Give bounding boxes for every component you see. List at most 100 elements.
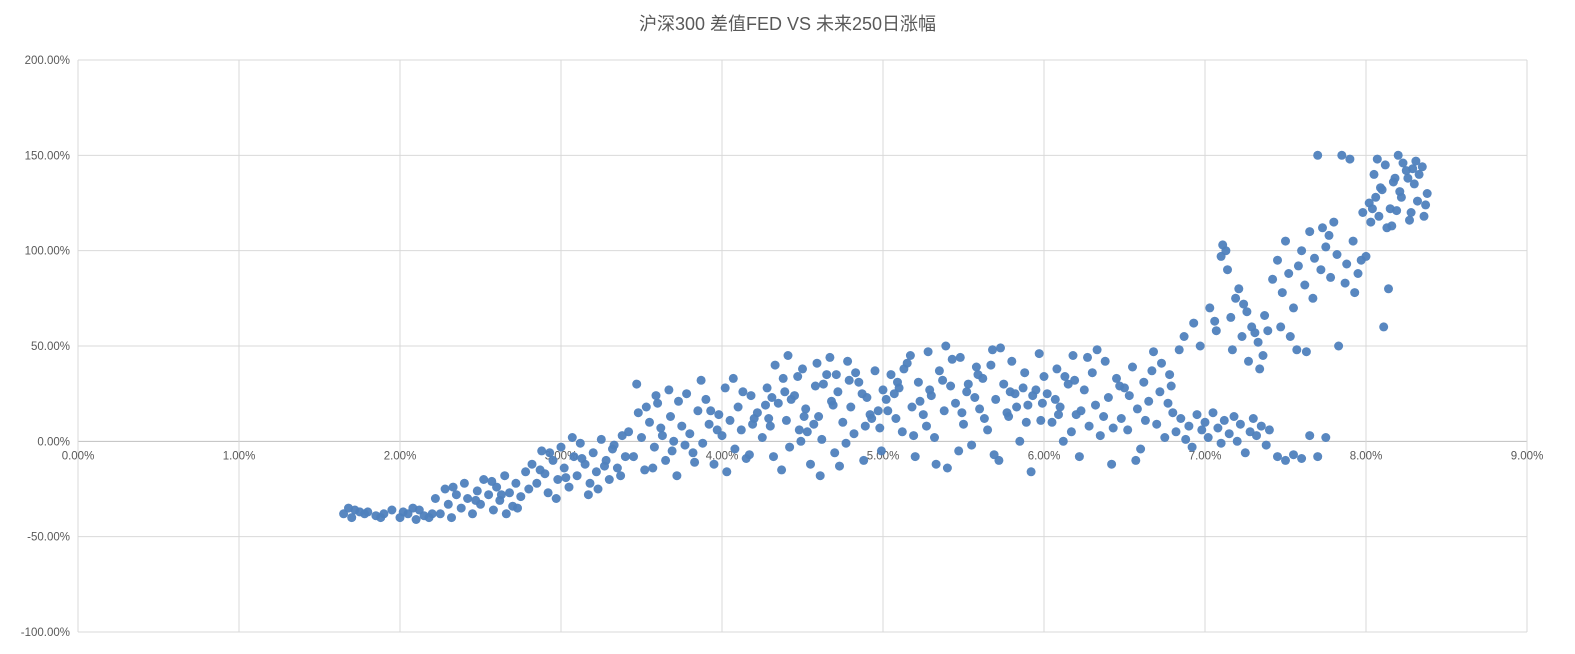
scatter-point: [796, 436, 806, 446]
scatter-point: [669, 436, 679, 446]
scatter-point: [946, 381, 956, 391]
scatter-point: [1248, 414, 1258, 423]
scatter-point: [786, 394, 796, 404]
scatter-point: [835, 461, 844, 471]
scatter-point: [1184, 421, 1194, 431]
scatter-point: [733, 402, 743, 412]
scatter-point: [1305, 227, 1315, 237]
scatter-point: [674, 396, 683, 406]
scatter-point: [989, 450, 999, 460]
scatter-point: [1211, 326, 1221, 336]
scatter-point: [883, 406, 893, 416]
scatter-point: [1149, 347, 1158, 357]
scatter-point: [1076, 406, 1086, 416]
scatter-point: [463, 494, 473, 503]
scatter-point: [527, 459, 537, 469]
scatter-point: [1313, 150, 1323, 160]
scatter-point: [1350, 288, 1360, 298]
scatter-point: [459, 478, 469, 488]
scatter-point: [757, 433, 767, 442]
scatter-point: [1348, 236, 1358, 246]
scatter-point: [971, 362, 981, 372]
scatter-point: [1036, 415, 1046, 425]
scatter-point: [764, 414, 774, 423]
scatter-point: [744, 450, 754, 460]
scatter-point: [448, 482, 458, 492]
scatter-point: [1308, 293, 1318, 303]
scatter-point: [891, 414, 901, 423]
scatter-point: [996, 343, 1005, 353]
scatter-point: [548, 455, 558, 465]
scatter-point: [1337, 150, 1347, 160]
scatter-point: [408, 503, 418, 513]
scatter-point: [471, 495, 481, 505]
scatter-point: [1231, 293, 1241, 303]
scatter-point: [913, 377, 923, 387]
scatter-point: [1239, 299, 1249, 309]
scatter-point: [1318, 223, 1327, 233]
scatter-point: [641, 402, 651, 412]
scatter-point: [859, 455, 869, 465]
scatter-point: [1218, 240, 1228, 250]
scatter-point: [867, 414, 877, 423]
scatter-point: [1015, 436, 1025, 446]
scatter-point: [979, 414, 989, 423]
scatter-point: [1358, 208, 1368, 217]
scatter-point: [1208, 408, 1218, 418]
scatter-point: [1018, 383, 1028, 393]
scatter-point: [706, 406, 716, 416]
scatter-point: [1128, 362, 1137, 372]
scatter-point: [1237, 332, 1247, 341]
scatter-point: [780, 387, 790, 397]
scatter-point: [712, 425, 722, 435]
scatter-point: [1055, 402, 1065, 412]
scatter-point: [1395, 187, 1405, 197]
scatter-point: [609, 440, 619, 450]
scatter-point: [696, 375, 706, 385]
scatter-point: [701, 394, 711, 404]
scatter-point: [843, 356, 853, 366]
scatter-point: [1179, 332, 1189, 341]
scatter-point: [1213, 423, 1223, 433]
scatter-point: [488, 505, 498, 515]
scatter-point: [1369, 169, 1379, 179]
scatter-point: [551, 494, 561, 503]
scatter-point: [1273, 255, 1282, 265]
scatter-point: [1292, 345, 1302, 355]
scatter-point: [1205, 303, 1215, 313]
scatter-point: [1203, 433, 1213, 442]
scatter-point: [725, 415, 735, 425]
scatter-point: [781, 415, 791, 425]
scatter-point: [656, 423, 666, 433]
scatter-point: [511, 478, 521, 488]
scatter-point: [447, 513, 456, 523]
scatter-point: [355, 507, 365, 517]
scatter-point: [1079, 385, 1089, 395]
scatter-point: [1060, 372, 1070, 381]
scatter-point: [690, 457, 700, 467]
scatter-point: [905, 351, 915, 360]
scatter-point: [769, 452, 778, 462]
scatter-point: [1216, 438, 1226, 448]
scatter-point: [1281, 455, 1290, 465]
scatter-point: [1403, 173, 1413, 183]
scatter-point: [1380, 160, 1390, 170]
scatter-point: [844, 375, 854, 385]
scatter-point: [1087, 368, 1097, 378]
scatter-point: [1054, 410, 1063, 420]
scatter-point: [1140, 415, 1150, 425]
scatter-point: [1366, 217, 1376, 227]
scatter-point: [645, 417, 654, 427]
scatter-point: [1244, 356, 1253, 366]
scatter-point: [930, 433, 939, 442]
x-tick-label: 5.00%: [867, 450, 900, 462]
scatter-point: [962, 387, 972, 397]
scatter-point: [677, 421, 687, 431]
scatter-point: [1165, 370, 1175, 380]
scatter-point: [600, 461, 609, 471]
scatter-point: [1392, 206, 1402, 216]
scatter-point: [876, 446, 886, 456]
scatter-point: [387, 505, 397, 515]
